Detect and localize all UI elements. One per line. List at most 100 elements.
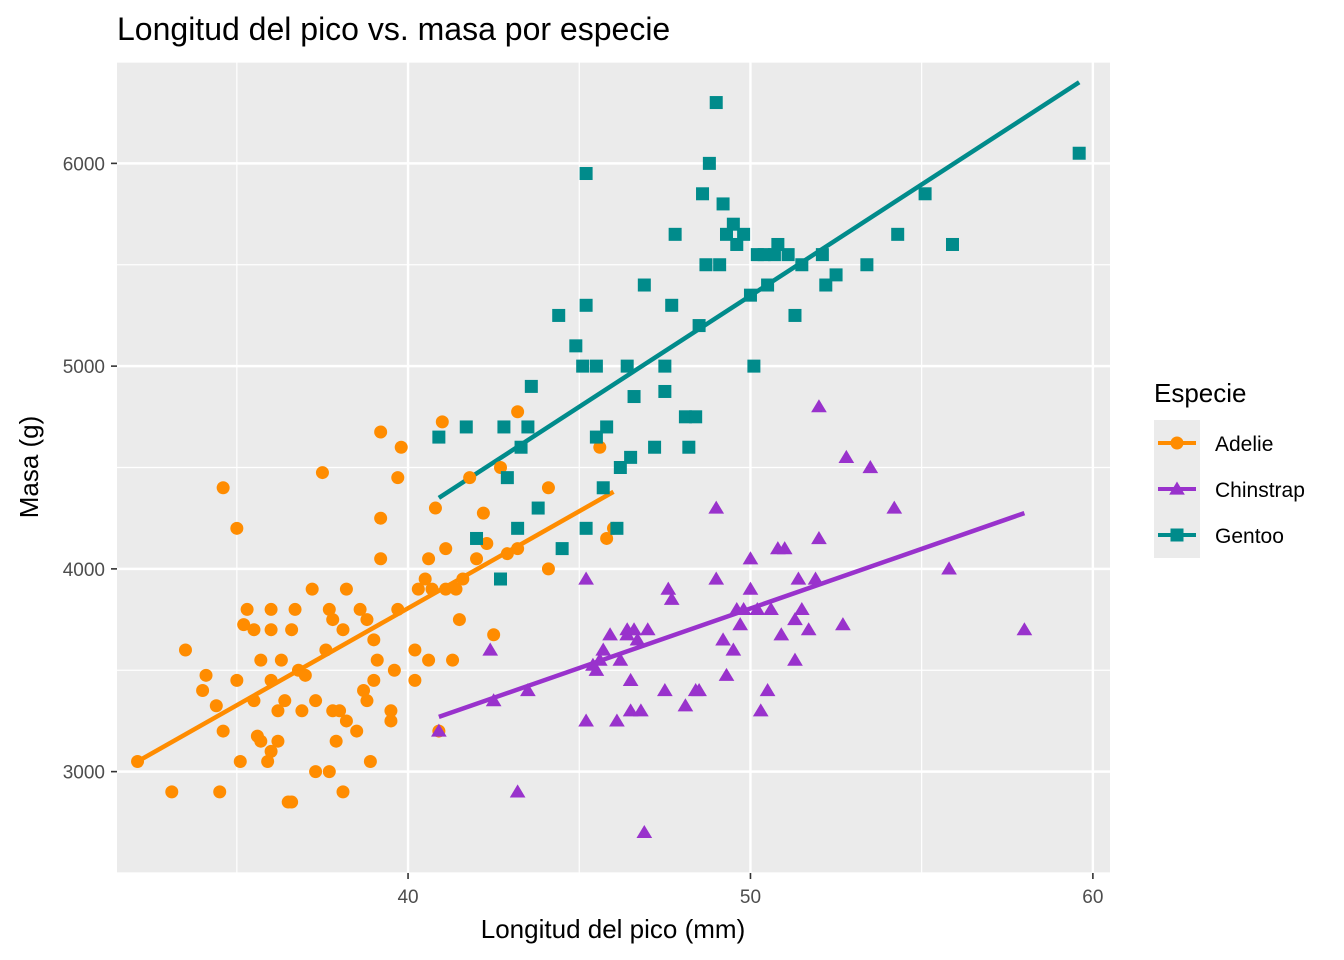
legend-label-adelie: Adelie	[1215, 433, 1273, 456]
point-chinstrap	[759, 683, 776, 697]
point-adelie	[511, 405, 525, 419]
point-adelie	[394, 440, 408, 454]
point-adelie	[360, 694, 374, 708]
point-adelie	[480, 537, 494, 551]
point-chinstrap	[749, 601, 766, 616]
major-gridlines	[117, 62, 1110, 873]
point-gentoo	[860, 258, 874, 272]
point-adelie	[216, 724, 230, 738]
point-chinstrap	[742, 581, 759, 595]
point-adelie	[487, 628, 501, 642]
point-adelie	[199, 668, 213, 682]
point-adelie	[264, 673, 278, 687]
point-chinstrap	[862, 460, 879, 474]
point-adelie	[422, 653, 436, 667]
point-chinstrap	[677, 698, 694, 712]
point-chinstrap	[886, 500, 903, 514]
data-points	[131, 96, 1086, 839]
point-adelie	[333, 704, 347, 718]
point-chinstrap	[838, 449, 855, 463]
point-adelie	[274, 653, 288, 667]
point-adelie	[593, 440, 607, 454]
point-adelie	[428, 501, 442, 515]
point-gentoo	[627, 390, 641, 404]
point-gentoo	[600, 420, 614, 434]
point-adelie	[339, 714, 353, 728]
point-gentoo	[692, 319, 706, 333]
point-gentoo	[658, 384, 672, 398]
point-chinstrap	[708, 571, 725, 585]
point-adelie	[408, 643, 422, 657]
point-gentoo	[665, 298, 679, 312]
point-chinstrap	[715, 632, 731, 646]
point-adelie	[264, 744, 278, 758]
point-adelie	[541, 481, 555, 495]
point-gentoo	[682, 440, 696, 454]
point-gentoo	[620, 359, 634, 373]
point-adelie	[254, 734, 268, 748]
point-gentoo	[945, 237, 959, 251]
point-adelie	[216, 481, 230, 495]
point-gentoo	[702, 156, 716, 170]
point-adelie	[336, 623, 350, 637]
x-tick-label: 40	[397, 887, 418, 908]
point-adelie	[209, 699, 223, 713]
point-gentoo	[747, 359, 761, 373]
point-gentoo	[757, 248, 771, 262]
point-chinstrap	[591, 652, 608, 666]
point-adelie	[261, 754, 275, 768]
point-adelie	[288, 602, 302, 616]
point-adelie	[285, 795, 299, 809]
point-adelie	[511, 542, 525, 556]
point-adelie	[165, 785, 179, 799]
point-gentoo	[596, 481, 610, 495]
point-adelie	[367, 633, 381, 647]
point-adelie	[326, 613, 340, 627]
point-chinstrap	[663, 591, 680, 605]
point-chinstrap	[811, 399, 827, 413]
point-gentoo	[524, 379, 538, 393]
point-gentoo	[815, 248, 829, 262]
point-adelie	[384, 704, 398, 718]
point-chinstrap	[1016, 622, 1033, 636]
point-chinstrap	[811, 530, 827, 545]
point-gentoo	[891, 227, 905, 241]
point-gentoo	[713, 258, 727, 272]
point-chinstrap	[835, 617, 851, 631]
x-axis-ticks: 40 50 60	[397, 873, 1103, 908]
point-adelie	[322, 602, 336, 616]
point-adelie	[357, 684, 371, 698]
point-adelie	[315, 466, 329, 480]
point-chinstrap	[732, 617, 749, 631]
point-adelie	[305, 582, 319, 596]
legend-key-marker-gentoo	[1170, 528, 1184, 542]
point-adelie	[500, 547, 514, 561]
point-gentoo	[761, 278, 775, 292]
point-adelie	[230, 673, 244, 687]
point-adelie	[319, 643, 333, 657]
point-gentoo	[658, 359, 672, 373]
point-chinstrap	[622, 672, 639, 686]
point-chinstrap	[787, 652, 803, 666]
point-gentoo	[589, 359, 603, 373]
point-gentoo	[497, 420, 511, 434]
point-adelie	[374, 511, 388, 525]
point-gentoo	[579, 521, 593, 535]
point-chinstrap	[776, 541, 793, 555]
point-chinstrap	[626, 622, 642, 636]
point-chinstrap	[609, 713, 625, 727]
point-chinstrap	[687, 683, 704, 697]
point-chinstrap	[787, 612, 803, 626]
point-chinstrap	[790, 571, 807, 585]
point-gentoo	[719, 227, 733, 241]
legend-title: Especie	[1154, 378, 1247, 408]
point-chinstrap	[657, 683, 673, 697]
point-adelie	[374, 425, 388, 439]
point-chinstrap	[773, 627, 790, 641]
point-gentoo	[1072, 146, 1086, 160]
point-gentoo	[555, 542, 569, 556]
point-adelie	[470, 552, 484, 566]
point-chinstrap	[728, 601, 745, 616]
point-gentoo	[795, 258, 809, 272]
